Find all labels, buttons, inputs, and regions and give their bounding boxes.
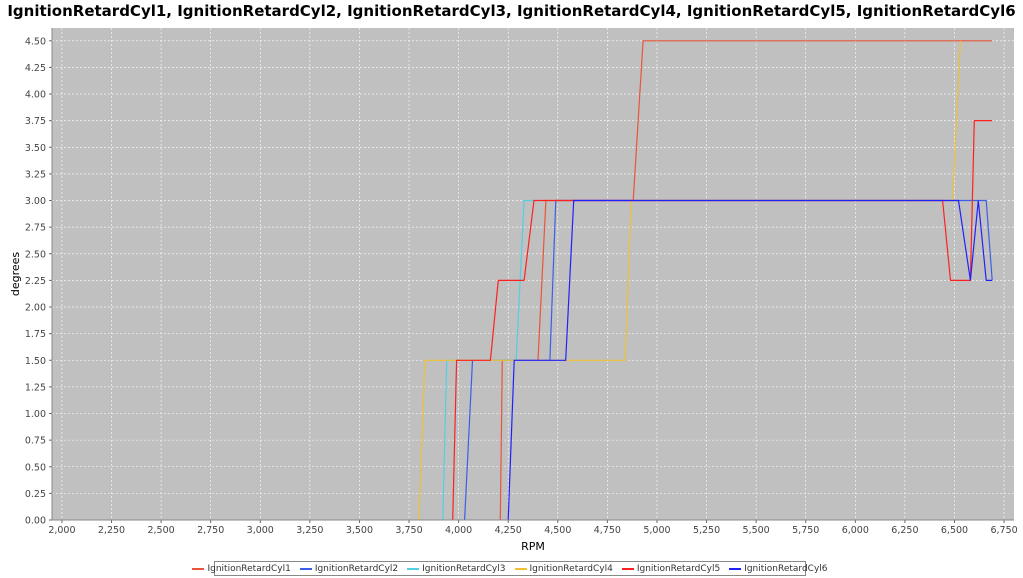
y-tick-label: 0.00 <box>25 516 46 527</box>
legend-item: IgnitionRetardCyl3 <box>407 563 506 574</box>
legend-swatch <box>514 567 527 570</box>
x-tick-label: 4,750 <box>594 525 621 536</box>
legend-label: IgnitionRetardCyl5 <box>636 563 721 574</box>
y-tick-label: 4.00 <box>25 90 46 101</box>
x-tick-label: 4,500 <box>544 525 571 536</box>
x-tick-label: 3,500 <box>346 525 373 536</box>
y-tick-label: 3.75 <box>25 116 46 127</box>
x-tick-label: 2,750 <box>197 525 224 536</box>
x-tick-label: 6,500 <box>941 525 968 536</box>
y-tick-label: 2.50 <box>25 249 46 260</box>
legend-swatch <box>621 567 634 570</box>
x-tick-label: 6,750 <box>990 525 1017 536</box>
y-tick-label: 4.50 <box>25 36 46 47</box>
y-axis-label: degrees <box>9 252 22 297</box>
y-tick-label: 1.75 <box>25 329 46 340</box>
y-tick-label: 2.75 <box>25 223 46 234</box>
x-tick-label: 3,250 <box>296 525 323 536</box>
y-tick-label: 0.25 <box>25 489 46 500</box>
legend-item: IgnitionRetardCyl5 <box>621 563 721 574</box>
legend-item: IgnitionRetardCyl1 <box>192 563 291 574</box>
legend-label: IgnitionRetardCyl2 <box>314 563 399 574</box>
y-tick-label: 3.50 <box>25 143 46 154</box>
chart-legend: IgnitionRetardCyl1 IgnitionRetardCyl2 Igni… <box>192 561 828 576</box>
x-tick-label: 6,000 <box>842 525 869 536</box>
y-tick-label: 1.50 <box>25 356 46 367</box>
x-tick-label: 2,000 <box>48 525 75 536</box>
chart-title: IgnitionRetardCyl1, IgnitionRetardCyl2, … <box>7 2 1016 20</box>
legend-item: IgnitionRetardCyl4 <box>514 563 613 574</box>
y-tick-label: 2.25 <box>25 276 46 287</box>
legend-label: IgnitionRetardCyl4 <box>529 563 613 574</box>
x-tick-label: 6,250 <box>891 525 918 536</box>
legend-item: IgnitionRetardCyl2 <box>299 563 399 574</box>
axes: 2,000 2,250 2,500 2,750 3,000 3,250 3,500 3,750… <box>25 28 1018 536</box>
y-tick-label: 0.75 <box>25 436 46 447</box>
x-axis-label: RPM <box>521 540 545 553</box>
x-tick-label: 5,000 <box>643 525 670 536</box>
series-line-ignitionretardcyl5 <box>452 119 993 521</box>
x-tick-label: 3,750 <box>395 525 422 536</box>
legend-label: IgnitionRetardCyl1 <box>207 563 291 574</box>
y-tick-label: 1.25 <box>25 382 46 393</box>
y-tick-label: 3.25 <box>25 169 46 180</box>
y-tick-label: 2.00 <box>25 303 46 314</box>
gridlines <box>52 28 1014 521</box>
legend-label: IgnitionRetardCyl3 <box>422 563 506 574</box>
y-tick-label: 3.00 <box>25 196 46 207</box>
x-tick-label: 2,500 <box>147 525 174 536</box>
series-line-ignitionretardcyl2 <box>464 199 993 521</box>
x-tick-label: 5,250 <box>693 525 720 536</box>
y-tick-label: 0.50 <box>25 462 46 473</box>
plot-area <box>52 28 1014 520</box>
chart-plot: 2,000 2,250 2,500 2,750 3,000 3,250 3,500 3,750… <box>9 28 1018 553</box>
legend-swatch <box>407 567 420 570</box>
series-lines <box>418 40 993 521</box>
x-tick-label: 3,000 <box>247 525 274 536</box>
x-tick-label: 4,250 <box>495 525 522 536</box>
legend-swatch <box>192 567 205 570</box>
series-line-ignitionretardcyl6 <box>507 199 993 521</box>
x-tick-label: 2,250 <box>98 525 125 536</box>
x-tick-label: 4,000 <box>445 525 472 536</box>
y-tick-label: 1.00 <box>25 409 46 420</box>
legend-swatch <box>729 567 742 570</box>
x-tick-label: 5,500 <box>743 525 770 536</box>
legend-item: IgnitionRetardCyl6 <box>729 563 828 574</box>
legend-swatch <box>299 567 312 570</box>
y-tick-label: 4.25 <box>25 63 46 74</box>
series-line-ignitionretardcyl4 <box>418 40 961 521</box>
legend-label: IgnitionRetardCyl6 <box>744 563 828 574</box>
x-tick-label: 5,750 <box>792 525 819 536</box>
